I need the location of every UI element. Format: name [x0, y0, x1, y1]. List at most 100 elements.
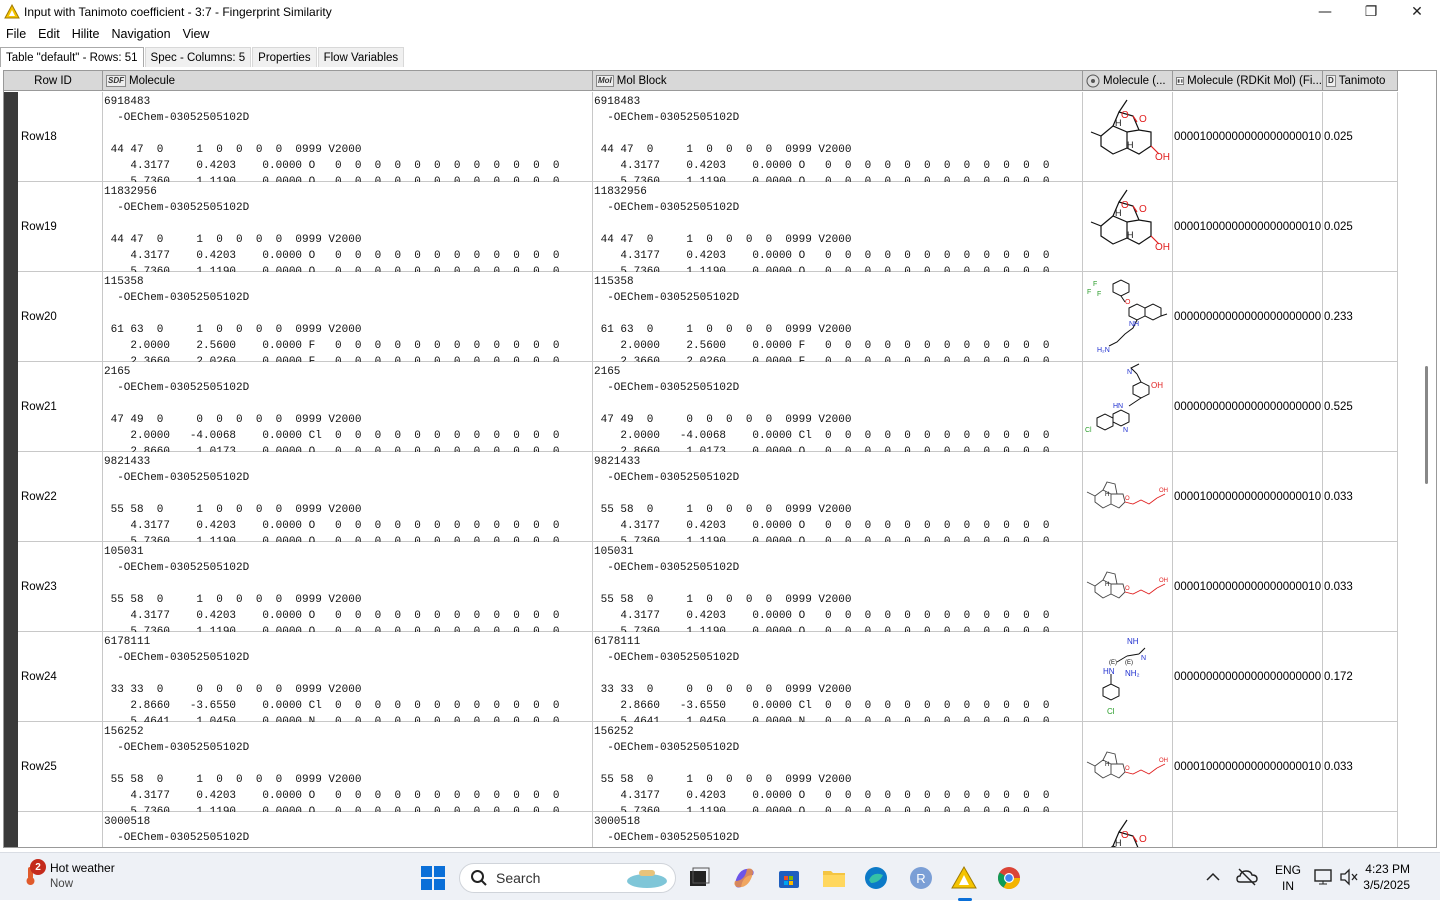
row-id-cell[interactable]: Row19 — [4, 182, 103, 272]
molecule-cell[interactable]: 156252 -OEChem-03052505102D 55 58 0 1 0 … — [103, 722, 593, 812]
molecule-cell[interactable]: 3000518 -OEChem-03052505102D — [103, 812, 593, 847]
r-app-icon[interactable]: R — [908, 865, 934, 891]
molblock-cell[interactable]: 3000518 -OEChem-03052505102D — [593, 812, 1083, 847]
weather-widget[interactable]: 2 Hot weather Now — [20, 859, 115, 890]
taskbar-search[interactable]: Search — [459, 863, 676, 893]
fingerprint-cell[interactable]: 00001000000000000000010... — [1173, 452, 1323, 542]
volume-muted-icon[interactable] — [1339, 868, 1359, 886]
structure-depiction-cell[interactable]: F F F O NH H₂N — [1083, 272, 1173, 362]
table-row[interactable]: Row18 6918483 -OEChem-03052505102D 44 47 … — [4, 92, 1398, 182]
row-id-cell[interactable]: Row24 — [4, 632, 103, 722]
scrollbar-thumb[interactable] — [1425, 366, 1428, 484]
fingerprint-cell[interactable]: 00000000000000000000000... — [1173, 272, 1323, 362]
tanimoto-cell[interactable]: 0.172 — [1323, 632, 1398, 722]
row-id-cell[interactable]: Row22 — [4, 452, 103, 542]
molblock-cell[interactable]: 6918483 -OEChem-03052505102D 44 47 0 1 0… — [593, 92, 1083, 182]
copilot-icon[interactable] — [731, 865, 757, 891]
edge-browser-icon[interactable] — [863, 865, 889, 891]
table-row[interactable]: 3000518 -OEChem-03052505102D 3000518 -OEC… — [4, 812, 1398, 847]
knime-taskbar-icon[interactable] — [951, 865, 977, 891]
row-id-cell[interactable]: Row18 — [4, 92, 103, 182]
table-row[interactable]: Row23 105031 -OEChem-03052505102D 55 58 0… — [4, 542, 1398, 632]
table-row[interactable]: Row22 9821433 -OEChem-03052505102D 55 58 … — [4, 452, 1398, 542]
tanimoto-cell[interactable]: 0.525 — [1323, 362, 1398, 452]
close-button[interactable]: ✕ — [1411, 3, 1423, 20]
fingerprint-cell[interactable]: 00001000000000000000010... — [1173, 182, 1323, 272]
vertical-scrollbar[interactable] — [1400, 71, 1436, 847]
structure-depiction-cell[interactable]: H O OH — [1083, 542, 1173, 632]
molblock-cell[interactable]: 6178111 -OEChem-03052505102D 33 33 0 0 0… — [593, 632, 1083, 722]
file-explorer-icon[interactable] — [821, 865, 847, 891]
menu-navigation[interactable]: Navigation — [111, 27, 171, 41]
molecule-cell[interactable]: 115358 -OEChem-03052505102D 61 63 0 1 0 … — [103, 272, 593, 362]
molecule-cell[interactable]: 6178111 -OEChem-03052505102D 33 33 0 0 0… — [103, 632, 593, 722]
language-indicator[interactable]: ENG IN — [1275, 862, 1301, 894]
molblock-cell[interactable]: 156252 -OEChem-03052505102D 55 58 0 1 0 … — [593, 722, 1083, 812]
tanimoto-cell[interactable]: 0.233 — [1323, 272, 1398, 362]
molblock-cell[interactable]: 2165 -OEChem-03052505102D 47 49 0 0 0 0 … — [593, 362, 1083, 452]
row-id-cell[interactable] — [4, 812, 103, 847]
tanimoto-cell[interactable] — [1323, 812, 1398, 847]
task-view-icon[interactable] — [686, 865, 712, 891]
row-id-cell[interactable]: Row23 — [4, 542, 103, 632]
fingerprint-cell[interactable]: 00001000000000000000010... — [1173, 92, 1323, 182]
tab-spec[interactable]: Spec - Columns: 5 — [144, 47, 252, 67]
chevron-up-icon[interactable] — [1204, 868, 1222, 886]
fingerprint-cell[interactable]: 00000000000000000000000... — [1173, 362, 1323, 452]
molecule-cell[interactable]: 105031 -OEChem-03052505102D 55 58 0 1 0 … — [103, 542, 593, 632]
menu-view[interactable]: View — [182, 27, 210, 41]
tanimoto-cell[interactable]: 0.033 — [1323, 722, 1398, 812]
tanimoto-cell[interactable]: 0.025 — [1323, 182, 1398, 272]
tab-table-default[interactable]: Table "default" - Rows: 51 — [0, 47, 144, 67]
tab-properties[interactable]: Properties — [252, 47, 317, 67]
row-id-cell[interactable]: Row21 — [4, 362, 103, 452]
fingerprint-cell[interactable] — [1173, 812, 1323, 847]
minimize-button[interactable]: — — [1318, 3, 1332, 20]
tanimoto-cell[interactable]: 0.025 — [1323, 92, 1398, 182]
menu-file[interactable]: File — [6, 27, 27, 41]
table-row[interactable]: Row24 6178111 -OEChem-03052505102D 33 33 … — [4, 632, 1398, 722]
structure-depiction-cell[interactable]: NH (E) (E) N HN NH₂ Cl — [1083, 632, 1173, 722]
structure-depiction-cell[interactable]: N OH HN Cl N — [1083, 362, 1173, 452]
chrome-browser-icon[interactable] — [996, 865, 1022, 891]
column-header-rdkit[interactable]: Molecule (... — [1083, 71, 1173, 91]
row-id-cell[interactable]: Row20 — [4, 272, 103, 362]
network-icon[interactable] — [1313, 868, 1333, 886]
column-header-rowid[interactable]: Row ID — [4, 71, 103, 91]
fingerprint-cell[interactable]: 00001000000000000000010... — [1173, 542, 1323, 632]
molblock-cell[interactable]: 105031 -OEChem-03052505102D 55 58 0 1 0 … — [593, 542, 1083, 632]
menu-edit[interactable]: Edit — [38, 27, 60, 41]
column-header-molblock[interactable]: Mol Mol Block — [593, 71, 1083, 91]
tanimoto-cell[interactable]: 0.033 — [1323, 452, 1398, 542]
structure-depiction-cell[interactable]: H O OH — [1083, 452, 1173, 542]
fingerprint-cell[interactable]: 00000000000000000000000... — [1173, 632, 1323, 722]
molblock-cell[interactable]: 11832956 -OEChem-03052505102D 44 47 0 1 … — [593, 182, 1083, 272]
table-row[interactable]: Row21 2165 -OEChem-03052505102D 47 49 0 0… — [4, 362, 1398, 452]
row-id-cell[interactable]: Row25 — [4, 722, 103, 812]
table-row[interactable]: Row19 11832956 -OEChem-03052505102D 44 47… — [4, 182, 1398, 272]
maximize-button[interactable]: ❐ — [1364, 3, 1378, 20]
microsoft-store-icon[interactable] — [776, 865, 802, 891]
tab-flow-variables[interactable]: Flow Variables — [317, 47, 405, 67]
molecule-cell[interactable]: 9821433 -OEChem-03052505102D 55 58 0 1 0… — [103, 452, 593, 542]
windows-start-icon[interactable] — [420, 865, 446, 891]
column-header-fingerprint[interactable]: Molecule (RDKit Mol) (Fi... — [1173, 71, 1323, 91]
column-header-molecule[interactable]: SDF Molecule — [103, 71, 593, 91]
table-row[interactable]: Row20 115358 -OEChem-03052505102D 61 63 0… — [4, 272, 1398, 362]
molecule-cell[interactable]: 2165 -OEChem-03052505102D 47 49 0 0 0 0 … — [103, 362, 593, 452]
structure-depiction-cell[interactable]: H O OH — [1083, 722, 1173, 812]
onedrive-offline-icon[interactable] — [1236, 867, 1258, 887]
molecule-cell[interactable]: 11832956 -OEChem-03052505102D 44 47 0 1 … — [103, 182, 593, 272]
column-header-tanimoto[interactable]: D Tanimoto — [1323, 71, 1398, 91]
system-clock[interactable]: 4:23 PM 3/5/2025 — [1363, 861, 1410, 893]
molblock-cell[interactable]: 115358 -OEChem-03052505102D 61 63 0 1 0 … — [593, 272, 1083, 362]
menu-hilite[interactable]: Hilite — [71, 27, 100, 41]
table-row[interactable]: Row25 156252 -OEChem-03052505102D 55 58 0… — [4, 722, 1398, 812]
fingerprint-cell[interactable]: 00001000000000000000010... — [1173, 722, 1323, 812]
molecule-cell[interactable]: 6918483 -OEChem-03052505102D 44 47 0 1 0… — [103, 92, 593, 182]
tanimoto-cell[interactable]: 0.033 — [1323, 542, 1398, 632]
molblock-cell[interactable]: 9821433 -OEChem-03052505102D 55 58 0 1 0… — [593, 452, 1083, 542]
